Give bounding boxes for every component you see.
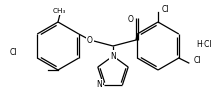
Text: N: N xyxy=(96,80,102,89)
Text: O: O xyxy=(127,15,133,24)
Text: Cl: Cl xyxy=(194,56,202,65)
Text: Cl: Cl xyxy=(161,4,169,13)
Text: CH₃: CH₃ xyxy=(52,8,66,14)
Text: H·Cl: H·Cl xyxy=(196,40,212,49)
Text: Cl: Cl xyxy=(10,48,17,57)
Text: O: O xyxy=(87,36,93,44)
Text: N: N xyxy=(110,52,116,61)
